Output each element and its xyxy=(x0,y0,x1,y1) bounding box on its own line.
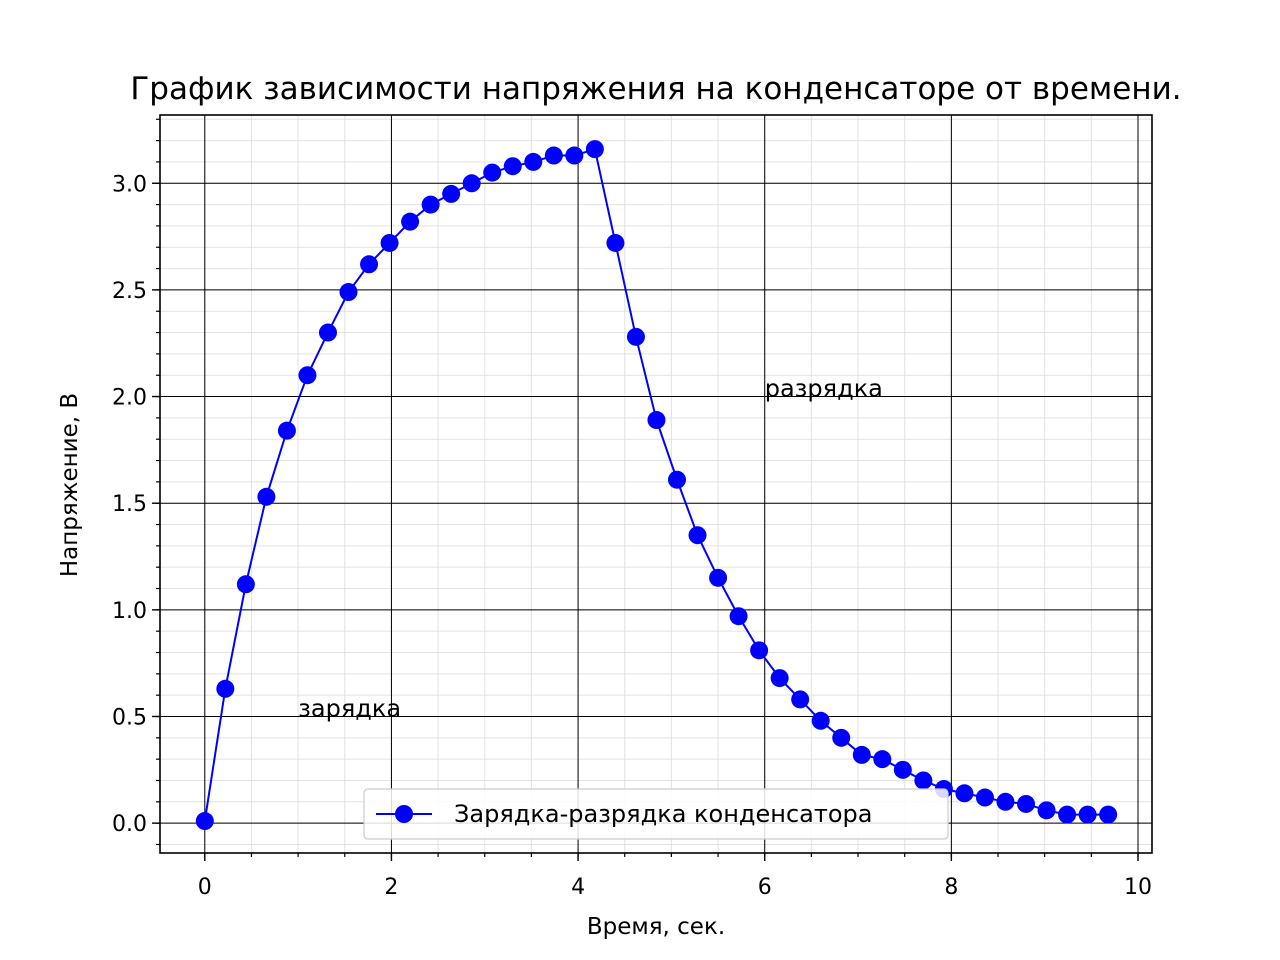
y-tick-label: 2.5 xyxy=(112,279,147,304)
y-tick-label: 3.0 xyxy=(112,172,147,197)
y-tick-label: 0.5 xyxy=(112,705,147,730)
data-point xyxy=(585,140,604,159)
annotation-label: зарядка xyxy=(298,694,401,722)
data-point xyxy=(565,146,584,165)
data-point xyxy=(791,690,810,709)
data-point xyxy=(380,233,399,252)
x-axis-label: Время, сек. xyxy=(587,914,725,940)
data-point xyxy=(811,711,830,730)
data-point xyxy=(277,421,296,440)
y-tick-label: 1.5 xyxy=(112,492,147,517)
y-axis-label: Напряжение, В xyxy=(57,393,83,577)
plot-frame xyxy=(159,114,1153,854)
data-point xyxy=(339,283,358,302)
data-point xyxy=(626,327,645,346)
data-point xyxy=(236,575,255,594)
data-point xyxy=(914,771,933,790)
data-point xyxy=(729,607,748,626)
data-point xyxy=(1058,805,1077,824)
data-point xyxy=(318,323,337,342)
data-point xyxy=(442,184,461,203)
y-tick-label: 0.0 xyxy=(112,812,147,837)
data-point xyxy=(360,255,379,274)
data-point xyxy=(401,212,420,231)
data-point xyxy=(1078,805,1097,824)
data-point xyxy=(257,487,276,506)
data-point xyxy=(832,728,851,747)
data-point xyxy=(667,470,686,489)
data-point xyxy=(606,233,625,252)
data-point xyxy=(852,745,871,764)
data-point xyxy=(421,195,440,214)
data-point xyxy=(1017,794,1036,813)
x-tick-label: 10 xyxy=(1124,875,1152,900)
x-tick-label: 4 xyxy=(571,875,585,900)
data-point xyxy=(195,812,214,831)
legend-label: Зарядка-разрядка конденсатора xyxy=(454,800,872,828)
x-tick-label: 2 xyxy=(384,875,398,900)
data-point xyxy=(750,641,769,660)
data-point xyxy=(483,163,502,182)
data-point xyxy=(709,568,728,587)
data-point xyxy=(996,792,1015,811)
x-tick-label: 6 xyxy=(758,875,772,900)
data-point xyxy=(647,411,666,430)
legend: Зарядка-разрядка конденсатора xyxy=(363,788,949,840)
data-point xyxy=(893,760,912,779)
y-axis-ticks: 0.0 0.5 1.0 1.5 2.0 2.5 3.0 xyxy=(112,118,160,846)
chart-title: График зависимости напряжения на конденс… xyxy=(130,71,1181,107)
data-point xyxy=(462,174,481,193)
data-point xyxy=(503,157,522,176)
data-point xyxy=(298,366,317,385)
data-point xyxy=(1099,805,1118,824)
major-grid xyxy=(160,115,1152,853)
legend-marker xyxy=(395,805,413,823)
legend-box xyxy=(363,788,949,840)
annotation-label: разрядка xyxy=(765,375,883,403)
data-point xyxy=(524,152,543,171)
x-tick-label: 8 xyxy=(944,875,958,900)
data-point xyxy=(216,679,235,698)
series-layer xyxy=(195,140,1118,831)
minor-grid xyxy=(160,115,1152,853)
data-point xyxy=(544,146,563,165)
annotation-layer: зарядка разрядка xyxy=(298,375,883,723)
x-tick-label: 0 xyxy=(198,875,212,900)
data-point xyxy=(873,750,892,769)
y-tick-label: 2.0 xyxy=(112,386,147,411)
data-point xyxy=(770,669,789,688)
data-point xyxy=(975,788,994,807)
y-tick-label: 1.0 xyxy=(112,599,147,624)
data-point xyxy=(688,526,707,545)
data-point xyxy=(1037,801,1056,820)
x-axis-ticks: 0 2 4 6 8 10 xyxy=(198,853,1152,900)
data-point xyxy=(955,784,974,803)
